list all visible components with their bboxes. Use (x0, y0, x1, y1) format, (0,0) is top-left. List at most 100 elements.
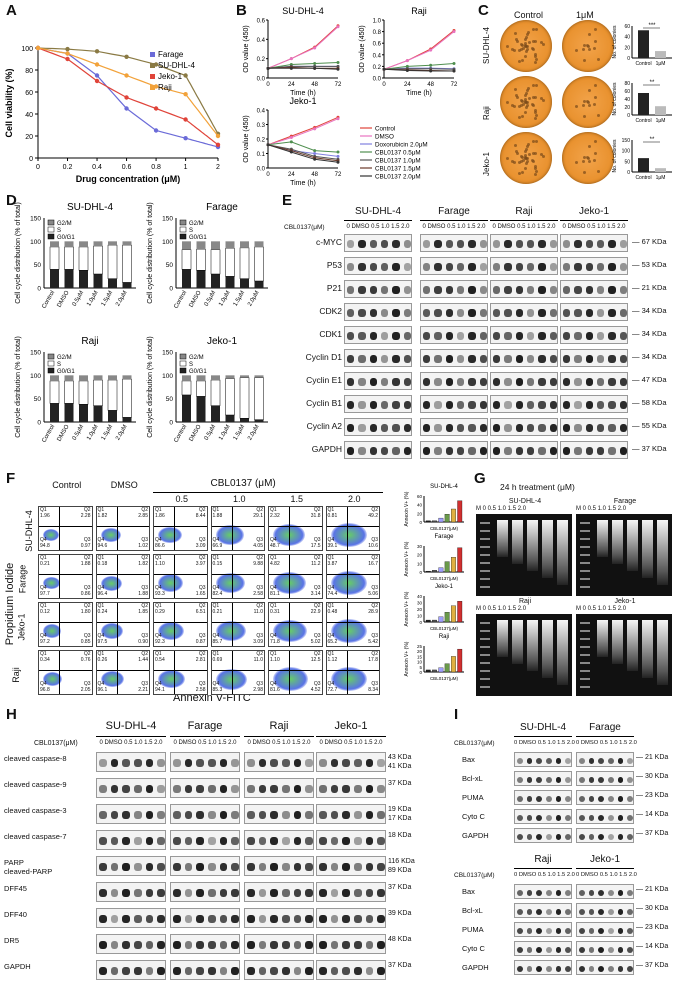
blot-band (515, 378, 523, 386)
blot-band (468, 286, 476, 294)
colony-spot (514, 32, 518, 36)
q4-label: Q4 (327, 585, 335, 591)
blot-band (538, 424, 546, 432)
blot-band (608, 332, 616, 340)
blot-band (270, 941, 278, 950)
blot-band (184, 915, 193, 924)
q2-label: Q2 (141, 651, 148, 657)
legend-label: CBL0137 0.5μM (375, 150, 421, 157)
colony-spot (582, 114, 586, 118)
q4-value: 81.1 (270, 591, 280, 597)
quadrant-hline (211, 622, 264, 623)
colony-spot (516, 151, 520, 155)
colony-spot (513, 161, 517, 165)
x-tick-label: 1.0μM (86, 424, 100, 442)
protein-label: c-MYC (316, 237, 342, 247)
blot-band (369, 424, 377, 432)
x-tick-label: 1.0μM (218, 290, 232, 308)
y-tick-label: 0 (627, 170, 630, 176)
colony-spot (520, 114, 524, 118)
y-axis-label: Cell cycle distribution (% of total) (147, 336, 154, 438)
blot-band (392, 355, 400, 363)
cell-line-underline (420, 220, 488, 221)
blot-band (619, 332, 627, 340)
q2-label: Q2 (141, 603, 148, 609)
q1-value: 1.10 (155, 561, 165, 567)
blot-band (617, 795, 624, 802)
legend-swatch (47, 360, 55, 367)
blot-band (110, 759, 119, 768)
blot-band (293, 785, 302, 794)
y-tick-label: 0 (627, 56, 630, 62)
blot-band (258, 811, 267, 820)
blot-band (627, 908, 633, 915)
blot-strip (244, 804, 314, 824)
q1-value: 1.10 (270, 657, 280, 663)
blot-strip (576, 884, 634, 899)
blot-band (608, 757, 614, 764)
blot-band (517, 814, 523, 821)
q4-label: Q4 (155, 537, 162, 543)
blot-band (526, 946, 533, 953)
cell-line-label: SU-DHL-4 (105, 720, 157, 732)
q3-value: 3.14 (310, 591, 321, 597)
blot-band (347, 378, 355, 386)
blot-strip (344, 372, 412, 390)
colony-spot (525, 88, 529, 92)
blot-strip (576, 828, 634, 843)
blot-band (110, 967, 119, 976)
subplot-title: SU-DHL-4 (282, 6, 324, 16)
blot-band (365, 811, 374, 820)
colony-spot (583, 43, 587, 47)
blot-band (347, 447, 355, 455)
blot-band (354, 837, 362, 846)
q3-value: 1.65 (195, 591, 206, 597)
y-tick-label: 10 (417, 660, 423, 665)
bar-g0g1 (225, 415, 235, 422)
blot-band (608, 424, 616, 432)
quadrant-vline (59, 555, 60, 598)
blot-band (493, 401, 501, 409)
quadrant-vline (116, 651, 118, 694)
legend-swatch (150, 52, 155, 57)
quadrant-hline (96, 670, 149, 671)
data-point (124, 106, 129, 111)
data-point (336, 61, 340, 65)
blot-strip (420, 372, 488, 390)
q2-label: Q2 (141, 507, 148, 513)
annexin-bar (438, 616, 444, 623)
ladder-band (580, 670, 590, 672)
cell-cluster (330, 667, 367, 691)
flow-row-label: Farage (17, 564, 28, 594)
gel-lane (542, 520, 553, 578)
blot-band (546, 946, 552, 953)
colony-spot (525, 144, 529, 148)
quadrant-hline (96, 622, 149, 623)
x-tick-label: 24 (288, 82, 295, 88)
legend-label: G0/G1 (57, 235, 75, 241)
annexin-bar (444, 663, 450, 673)
q1-label: Q1 (40, 603, 47, 609)
blot-band (479, 309, 487, 317)
blot-band (184, 863, 193, 872)
blot-band (392, 401, 400, 409)
series-line (383, 31, 455, 70)
blot-band (423, 447, 431, 455)
flow-plot: Q1 0.24 Q2 1.85 Q4 97.5 Q3 0.90 (95, 602, 150, 647)
blot-band (392, 378, 400, 386)
blot-band (597, 447, 605, 455)
blot-strip (170, 960, 240, 980)
blot-band (549, 309, 557, 317)
blot-band (365, 785, 374, 794)
blot-band (588, 889, 595, 896)
blot-band (293, 811, 302, 820)
series-line (267, 141, 339, 153)
blot-band (434, 401, 442, 409)
colony-spot (523, 154, 527, 158)
y-tick-label: 40 (417, 594, 423, 599)
flow-plot: Q1 0.31 Q2 22.9 Q4 71.8 Q3 5.02 (268, 602, 323, 647)
blot-strip (96, 804, 166, 824)
panel-label-a: A (6, 2, 17, 19)
x-axis-label: CBL0137(μM) (430, 526, 459, 531)
